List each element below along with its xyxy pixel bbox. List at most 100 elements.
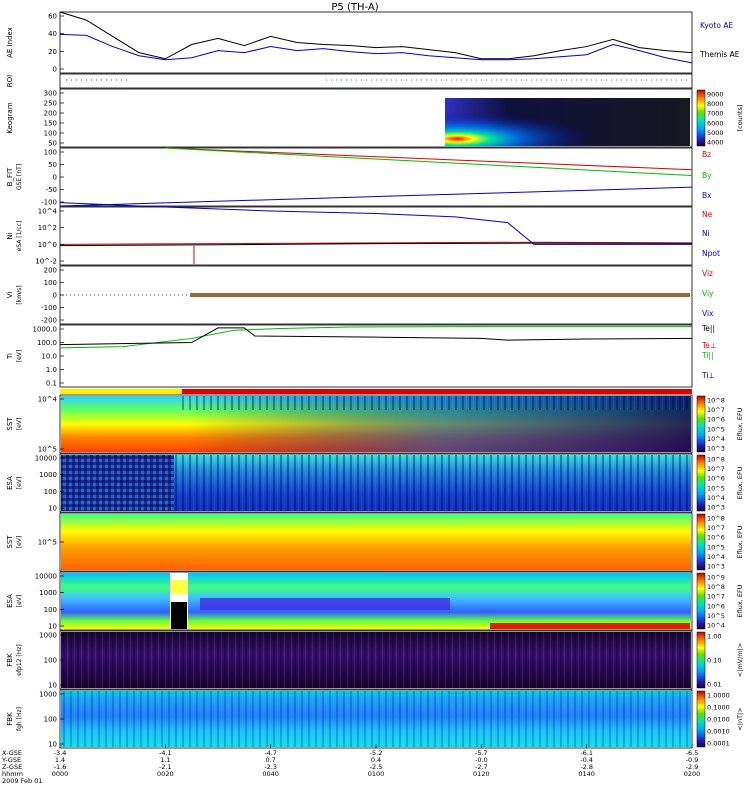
- density-ytick: 10^4: [38, 208, 58, 216]
- esa_ion-ytick: 100: [44, 488, 57, 496]
- esa_ion-cbar-tick: 10^6: [707, 475, 725, 483]
- density-legend-0: Ne: [702, 210, 713, 219]
- time-axis-tick-label: -3.4: [54, 749, 67, 757]
- fbk_b-cbar-tick: 1.0000: [707, 692, 730, 700]
- time-axis-tick-label: 0200: [684, 770, 701, 778]
- temperature-legend-2: Ti||: [701, 351, 714, 360]
- fbk_b-ytick: 1000: [39, 691, 57, 699]
- keogram-ytick: 50: [48, 140, 57, 148]
- velocity-ytick: -100: [41, 304, 57, 312]
- temperature-ytick: 100.0: [37, 339, 57, 347]
- sst_ion-cbar-tick: 10^8: [707, 397, 725, 405]
- esa_elec-cbar-tick: 10^9: [707, 574, 725, 582]
- fbk_b-cbar-tick: 0.0010: [707, 728, 730, 736]
- density-ytick: 10^0: [38, 241, 57, 249]
- time-axis-tick-label: 0020: [157, 770, 174, 778]
- temperature-ylabel: Ti: [6, 353, 14, 360]
- esa_ion-cbar-tick: 10^3: [707, 504, 725, 512]
- time-axis-tick-label: 0100: [368, 770, 385, 778]
- fbk_e-cbar-tick: 0.10: [707, 657, 721, 665]
- bfield-legend-2: Bx: [702, 191, 712, 200]
- esa_ion-units: [eV]: [16, 477, 23, 489]
- bfield-ytick: 50: [48, 161, 57, 169]
- ae-ylabel: AE Index: [6, 27, 14, 58]
- esa_ion-cbar-tick: 10^5: [707, 484, 725, 492]
- sst_elec-cbar-tick: 10^7: [707, 524, 725, 532]
- fbk-e-spectrogram: [61, 632, 691, 688]
- time-axis-row-label: Y-GSE: [1, 756, 21, 764]
- fbk_b-units: fgh [Hz]: [16, 707, 23, 731]
- ae-ytick: 20: [48, 48, 57, 56]
- density-ytick: 10^-2: [35, 258, 57, 266]
- density-series-line-0: [59, 241, 693, 245]
- esa_ion-ytick: 1000: [39, 471, 57, 479]
- time-axis-tick-label: 0140: [578, 770, 595, 778]
- velocity-ytick: 200: [44, 267, 57, 275]
- time-axis-tick-label: -6.1: [580, 749, 593, 757]
- time-axis-tick-label: -5.7: [475, 749, 488, 757]
- sst_ion-cbar-label: Eflux, EFU: [736, 407, 744, 440]
- time-axis-tick-label: -0.9: [686, 756, 699, 764]
- sst_elec-cbar-label: Eflux, EFU: [736, 525, 744, 558]
- sst_ion-ylabel: SST: [6, 417, 14, 431]
- esa_elec-ylabel: ESA: [6, 594, 14, 608]
- esa-electron-spectrogram: [61, 573, 691, 629]
- time-axis-tick-label: -4.7: [264, 749, 277, 757]
- esa_elec-ytick: 1000: [39, 589, 57, 597]
- time-axis-tick-label: -6.5: [686, 749, 699, 757]
- fbk_b-ytick: 10: [48, 741, 57, 749]
- density-ylabel: Ni: [6, 232, 14, 239]
- bfield-ytick: -100: [41, 199, 57, 207]
- esa_ion-ytick: 10: [48, 505, 57, 513]
- fbk_e-cbar-tick: 0.01: [707, 681, 721, 689]
- keogram-cbar-tick: 6000: [707, 119, 724, 127]
- temperature-legend-1: Te⊥: [701, 341, 716, 350]
- density-legend-2: Npot: [702, 249, 720, 258]
- temperature-units: [eV]: [16, 350, 23, 362]
- bfield-legend-1: By: [702, 171, 712, 180]
- keogram-ytick: 300: [44, 90, 57, 98]
- velocity-ytick: -200: [41, 317, 57, 325]
- time-axis-tick-label: 0000: [52, 770, 69, 778]
- plot-title: P5 (TH-A): [331, 2, 378, 13]
- sst_elec-cbar-tick: 10^6: [707, 534, 725, 542]
- sst_elec-ylabel: SST: [6, 535, 14, 549]
- sst_ion-cbar-tick: 10^7: [707, 406, 725, 414]
- bfield-series-line-2: [59, 186, 693, 207]
- sst-ion-spectrogram: [61, 396, 691, 452]
- fbk_e-ylabel: FBK: [6, 653, 14, 667]
- esa_elec-cbar-tick: 10^4: [707, 622, 725, 630]
- temperature-ytick: 1000.0: [33, 326, 58, 334]
- esa_elec-ytick: 100: [44, 606, 57, 614]
- time-axis-tick-label: 1.1: [160, 756, 170, 764]
- ae-ytick: 40: [48, 30, 57, 38]
- time-axis-tick-label: -2.9: [686, 763, 699, 771]
- fbk_b-cbar-tick: 0.1000: [707, 704, 730, 712]
- esa_elec-cbar-label: Eflux, EFU: [736, 584, 744, 617]
- fbk_b-cbar-tick: 0.0001: [707, 740, 730, 748]
- fbk_e-cbar-label: <|mV/m|>: [736, 643, 744, 678]
- keogram-cbar-tick: 7000: [707, 110, 724, 118]
- sst_ion-cbar-tick: 10^6: [707, 416, 725, 424]
- roi-ylabel: ROI: [6, 75, 14, 87]
- density-series-line-2: [59, 242, 693, 247]
- ae-legend-1: Themis AE: [699, 50, 740, 59]
- keogram-cbar-tick: 5000: [707, 129, 724, 137]
- velocity-legend-2: Vix: [702, 309, 714, 318]
- esa-ion-spectrogram: [61, 455, 691, 511]
- keogram-cbar-tick: 8000: [707, 100, 724, 108]
- sst_ion-ytick: 10^5: [38, 446, 57, 454]
- ae-legend-0: Kyoto AE: [700, 21, 733, 30]
- bfield-units: GSE [nT]: [16, 164, 23, 190]
- esa_elec-units: [eV]: [16, 595, 23, 607]
- date-label: 2009 Feb 01: [2, 777, 42, 785]
- sst_elec-cbar-tick: 10^5: [707, 543, 725, 551]
- density-legend-1: Ni: [702, 229, 710, 238]
- sst-electron-spectrogram: [61, 514, 691, 570]
- fbk_b-ytick: 100: [44, 716, 57, 724]
- esa_ion-cbar-tick: 10^8: [707, 456, 725, 464]
- temperature-legend-3: Ti⊥: [701, 371, 715, 380]
- series-lines: [59, 11, 693, 349]
